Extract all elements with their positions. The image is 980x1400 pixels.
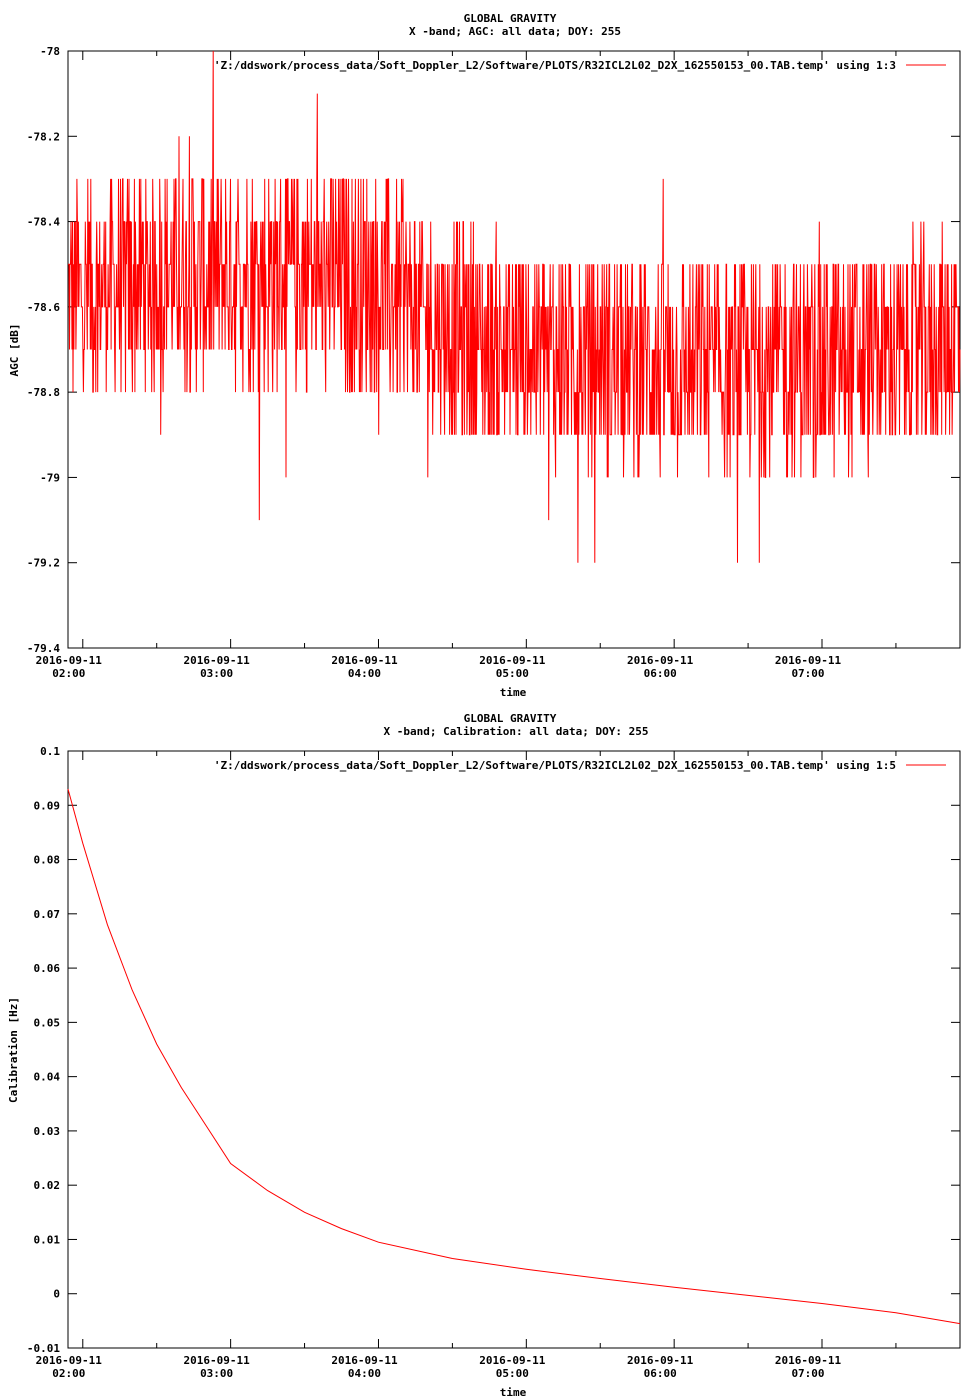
- calibration-y-tick-label: 0.01: [34, 1233, 61, 1246]
- agc-y-tick-label: -79: [40, 471, 60, 484]
- calibration-y-tick-label: 0.05: [34, 1016, 61, 1029]
- calibration-x-axis-label: time: [500, 1386, 527, 1399]
- calibration-y-tick-label: 0.04: [34, 1071, 61, 1084]
- agc-x-tick-time: 03:00: [200, 667, 233, 680]
- calibration-y-tick-label: 0.07: [34, 908, 61, 921]
- calibration-x-tick-date: 2016-09-11: [627, 1354, 694, 1367]
- agc-subtitle: X -band; AGC: all data; DOY: 255: [409, 25, 621, 38]
- calibration-x-tick-time: 04:00: [348, 1367, 381, 1380]
- agc-x-tick-date: 2016-09-11: [479, 654, 546, 667]
- agc-x-axis-label: time: [500, 686, 527, 699]
- calibration-plot: GLOBAL GRAVITY X -band; Calibration: all…: [7, 712, 961, 1399]
- agc-x-tick-time: 05:00: [496, 667, 529, 680]
- calibration-x-tick-time: 03:00: [200, 1367, 233, 1380]
- agc-x-tick-time: 06:00: [644, 667, 677, 680]
- agc-y-tick-label: -78: [40, 45, 60, 58]
- calibration-y-tick-label: 0.08: [34, 854, 61, 867]
- calibration-y-tick-label: 0.1: [40, 745, 60, 758]
- calibration-y-tick-label: 0.06: [34, 962, 61, 975]
- agc-y-tick-label: -78.4: [27, 216, 60, 229]
- agc-x-tick-date: 2016-09-11: [775, 654, 842, 667]
- agc-y-tick-label: -78.8: [27, 386, 60, 399]
- calibration-y-tick-label: -0.01: [27, 1342, 60, 1355]
- calibration-title: GLOBAL GRAVITY: [464, 712, 557, 725]
- agc-x-tick-time: 04:00: [348, 667, 381, 680]
- calibration-x-tick-date: 2016-09-11: [184, 1354, 251, 1367]
- calibration-x-tick-time: 06:00: [644, 1367, 677, 1380]
- calibration-y-tick-label: 0: [53, 1288, 60, 1301]
- agc-x-tick-date: 2016-09-11: [184, 654, 251, 667]
- agc-title: GLOBAL GRAVITY: [464, 12, 557, 25]
- agc-y-tick-label: -78.6: [27, 301, 60, 314]
- calibration-y-tick-label: 0.02: [34, 1179, 61, 1192]
- agc-y-tick-label: -79.2: [27, 557, 60, 570]
- calibration-y-tick-label: 0.03: [34, 1125, 61, 1138]
- calibration-legend-label: 'Z:/ddswork/process_data/Soft_Doppler_L2…: [214, 759, 896, 772]
- agc-y-axis-label: AGC [dB]: [8, 324, 21, 377]
- calibration-x-tick-date: 2016-09-11: [775, 1354, 842, 1367]
- agc-x-tick-date: 2016-09-11: [627, 654, 694, 667]
- agc-x-tick-date: 2016-09-11: [331, 654, 398, 667]
- calibration-x-tick-date: 2016-09-11: [479, 1354, 546, 1367]
- agc-x-tick-time: 02:00: [52, 667, 85, 680]
- calibration-series-line: [67, 788, 961, 1325]
- calibration-x-tick-time: 07:00: [791, 1367, 824, 1380]
- calibration-plot-frame: [67, 750, 961, 1349]
- calibration-y-tick-label: 0.09: [34, 799, 61, 812]
- calibration-x-tick-date: 2016-09-11: [331, 1354, 398, 1367]
- agc-series-line: [68, 50, 961, 563]
- agc-plot: GLOBAL GRAVITY X -band; AGC: all data; D…: [8, 12, 961, 699]
- calibration-subtitle: X -band; Calibration: all data; DOY: 255: [384, 725, 649, 738]
- agc-y-tick-label: -79.4: [27, 642, 60, 655]
- agc-y-tick-label: -78.2: [27, 130, 60, 143]
- agc-x-tick-time: 07:00: [791, 667, 824, 680]
- calibration-x-tick-date: 2016-09-11: [36, 1354, 103, 1367]
- calibration-x-tick-time: 02:00: [52, 1367, 85, 1380]
- agc-x-tick-date: 2016-09-11: [36, 654, 103, 667]
- calibration-x-tick-time: 05:00: [496, 1367, 529, 1380]
- agc-legend-label: 'Z:/ddswork/process_data/Soft_Doppler_L2…: [214, 59, 896, 72]
- calibration-y-axis-label: Calibration [Hz]: [7, 997, 20, 1103]
